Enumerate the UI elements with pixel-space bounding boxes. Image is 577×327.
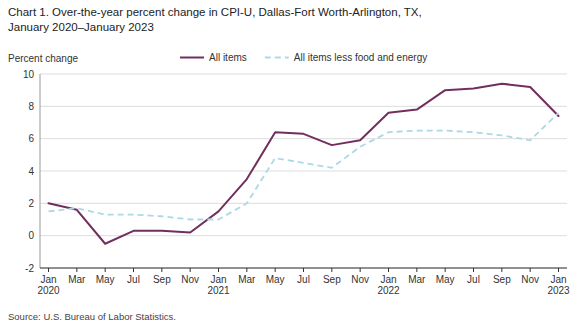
legend-label: All items less food and energy	[294, 52, 427, 63]
x-tick	[48, 268, 49, 272]
x-tick-label: Jul	[467, 274, 480, 285]
y-tick-label: 8	[28, 101, 34, 112]
plot-area	[49, 84, 559, 244]
x-tick-label: Nov	[351, 274, 369, 285]
y-tick-label: 6	[28, 133, 34, 144]
x-tick	[416, 268, 417, 272]
x-tick	[133, 268, 134, 272]
x-tick	[530, 268, 531, 272]
grid-line	[40, 203, 567, 204]
source: Source: U.S. Bureau of Labor Statistics.	[8, 311, 176, 322]
grid-line	[40, 74, 567, 75]
x-tick-label: Jan2023	[547, 274, 570, 296]
x-tick	[303, 268, 304, 272]
x-tick	[161, 268, 162, 272]
x-tick-label: Mar	[68, 274, 86, 285]
x-tick-label: Sep	[323, 274, 341, 285]
y-tick-label: -2	[25, 263, 34, 274]
grid-line	[40, 235, 567, 236]
x-tick-label: Nov	[181, 274, 199, 285]
series-line	[49, 84, 559, 244]
series-line	[49, 113, 559, 220]
y-axis-label: Percent change	[8, 53, 78, 64]
legend: All items All items less food and energy	[180, 52, 427, 63]
grid-line	[40, 138, 567, 139]
x-tick	[360, 268, 361, 272]
x-tick-label: Jan2020	[37, 274, 60, 296]
x-tick	[558, 268, 559, 272]
x-tick-label: Jan2021	[207, 274, 230, 296]
legend-swatch	[180, 57, 204, 59]
x-tick-label: May	[266, 274, 285, 285]
y-tick-label: 0	[28, 230, 34, 241]
x-tick-label: Mar	[408, 274, 426, 285]
chart: Chart 1. Over-the-year percent change in…	[0, 0, 577, 327]
x-tick	[190, 268, 191, 272]
x-tick	[275, 268, 276, 272]
x-tick-label: Mar	[238, 274, 256, 285]
x-tick-label: Jul	[297, 274, 310, 285]
x-tick-label: Nov	[521, 274, 539, 285]
y-tick-label: 4	[28, 166, 34, 177]
x-tick	[501, 268, 502, 272]
x-tick	[246, 268, 247, 272]
x-tick	[105, 268, 106, 272]
y-tick-label: 2	[28, 198, 34, 209]
x-tick-label: May	[436, 274, 455, 285]
x-tick	[76, 268, 77, 272]
grid-line	[40, 171, 567, 172]
x-tick-label: Sep	[493, 274, 511, 285]
x-tick	[331, 268, 332, 272]
grid	[40, 74, 567, 268]
x-tick	[218, 268, 219, 272]
legend-swatch	[265, 57, 289, 59]
x-tick-label: May	[96, 274, 115, 285]
y-axis-line	[40, 74, 41, 268]
grid-line	[40, 106, 567, 107]
x-tick	[445, 268, 446, 272]
x-tick-label: Jan2022	[377, 274, 400, 296]
x-tick	[388, 268, 389, 272]
x-tick	[473, 268, 474, 272]
title: Chart 1. Over-the-year percent change in…	[8, 6, 422, 33]
legend-label: All items	[209, 52, 247, 63]
y-tick-label: 10	[23, 69, 35, 80]
x-tick-label: Sep	[153, 274, 171, 285]
x-tick-label: Jul	[127, 274, 140, 285]
